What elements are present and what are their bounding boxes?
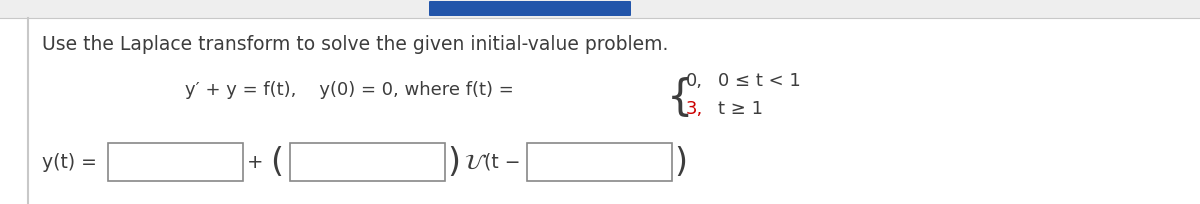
Bar (0, 0, 1200, 18)
Text: $\{$: $\{$ (666, 75, 689, 119)
FancyBboxPatch shape (430, 1, 631, 16)
Text: t ≥ 1: t ≥ 1 (718, 100, 763, 118)
Text: Use the Laplace transform to solve the given initial-value problem.: Use the Laplace transform to solve the g… (42, 34, 668, 53)
Text: 0,: 0, (686, 72, 703, 90)
Text: ): ) (674, 145, 686, 178)
Text: 3,: 3, (686, 100, 703, 118)
Text: $\mathcal{U}$: $\mathcal{U}$ (464, 153, 487, 173)
Text: (t −: (t − (484, 153, 521, 172)
Text: ): ) (446, 145, 460, 178)
Text: y(t) =: y(t) = (42, 153, 97, 172)
Text: (: ( (270, 145, 283, 178)
Bar (527, 143, 672, 181)
Text: 0 ≤ t < 1: 0 ≤ t < 1 (718, 72, 800, 90)
Text: +: + (247, 153, 263, 172)
Bar (108, 143, 242, 181)
Bar (290, 143, 445, 181)
Text: y′ + y = f(t),    y(0) = 0, where f(t) =: y′ + y = f(t), y(0) = 0, where f(t) = (185, 81, 520, 99)
